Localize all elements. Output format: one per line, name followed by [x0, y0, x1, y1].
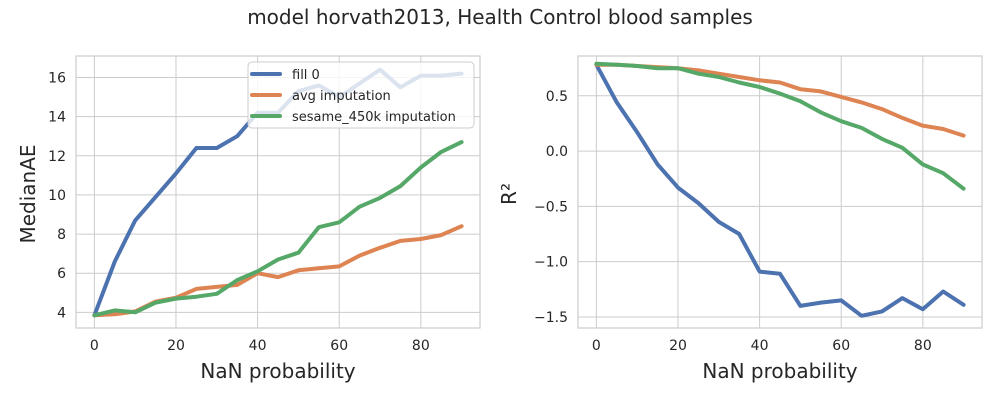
legend-entry-label: avg imputation	[292, 89, 391, 104]
left-y-tick-label: 4	[57, 305, 66, 321]
left-series-line-avg-imputation	[92, 224, 464, 318]
legend-entry-label: sesame_450k imputation	[292, 110, 456, 125]
legend: fill 0 avg imputation sesame_450k imputati…	[247, 61, 475, 129]
left-y-axis-label: MedianAE	[16, 144, 40, 243]
right-y-tick-label: 0.0	[546, 144, 568, 160]
right-series-line-avg-imputation	[594, 62, 966, 138]
left-y-tick-label: 14	[48, 110, 66, 126]
left-x-tick-label: 0	[90, 338, 99, 354]
right-y-tick-label: −0.5	[534, 199, 568, 215]
left-x-tick-label: 60	[330, 338, 348, 354]
left-chart: 0 20 40 60 80 4 6 8 10 12 14 16 fill 0 avg imputation…	[48, 55, 481, 354]
legend-entry-label: fill 0	[292, 68, 320, 83]
left-y-tick-label: 6	[57, 266, 66, 282]
right-x-tick-label: 40	[751, 338, 769, 354]
left-x-tick-label: 80	[412, 338, 430, 354]
right-chart: 0 20 40 60 80 −1.5 −1.0 −0.5 0.0 0.5	[534, 55, 983, 354]
right-x-tick-label: 80	[914, 338, 932, 354]
legend-box	[247, 61, 475, 129]
right-x-tick-label: 60	[832, 338, 850, 354]
left-x-tick-label: 40	[249, 338, 267, 354]
right-y-axis-label: R²	[497, 183, 521, 205]
left-y-tick-label: 12	[48, 149, 66, 165]
right-x-axis-label: NaN probability	[702, 359, 857, 383]
right-x-tick-label: 20	[669, 338, 687, 354]
left-x-axis-label: NaN probability	[200, 359, 355, 383]
right-y-tick-label: 0.5	[546, 89, 568, 105]
left-y-tick-label: 16	[48, 71, 66, 87]
right-series-line-fill-0	[594, 62, 966, 318]
right-y-tick-label: −1.0	[534, 255, 568, 271]
left-plot-frame	[75, 55, 481, 329]
left-y-tick-label: 10	[48, 188, 66, 204]
right-x-tick-label: 0	[592, 338, 601, 354]
right-y-tick-label: −1.5	[534, 310, 568, 326]
left-series-line-sesame-450k-imputation	[92, 140, 464, 318]
left-x-tick-label: 20	[167, 338, 185, 354]
left-y-tick-label: 8	[57, 227, 66, 243]
figure-title: model horvath2013, Health Control blood …	[247, 5, 753, 29]
right-plot-frame	[577, 55, 983, 329]
right-series-line-sesame-450k-imputation	[594, 61, 966, 191]
